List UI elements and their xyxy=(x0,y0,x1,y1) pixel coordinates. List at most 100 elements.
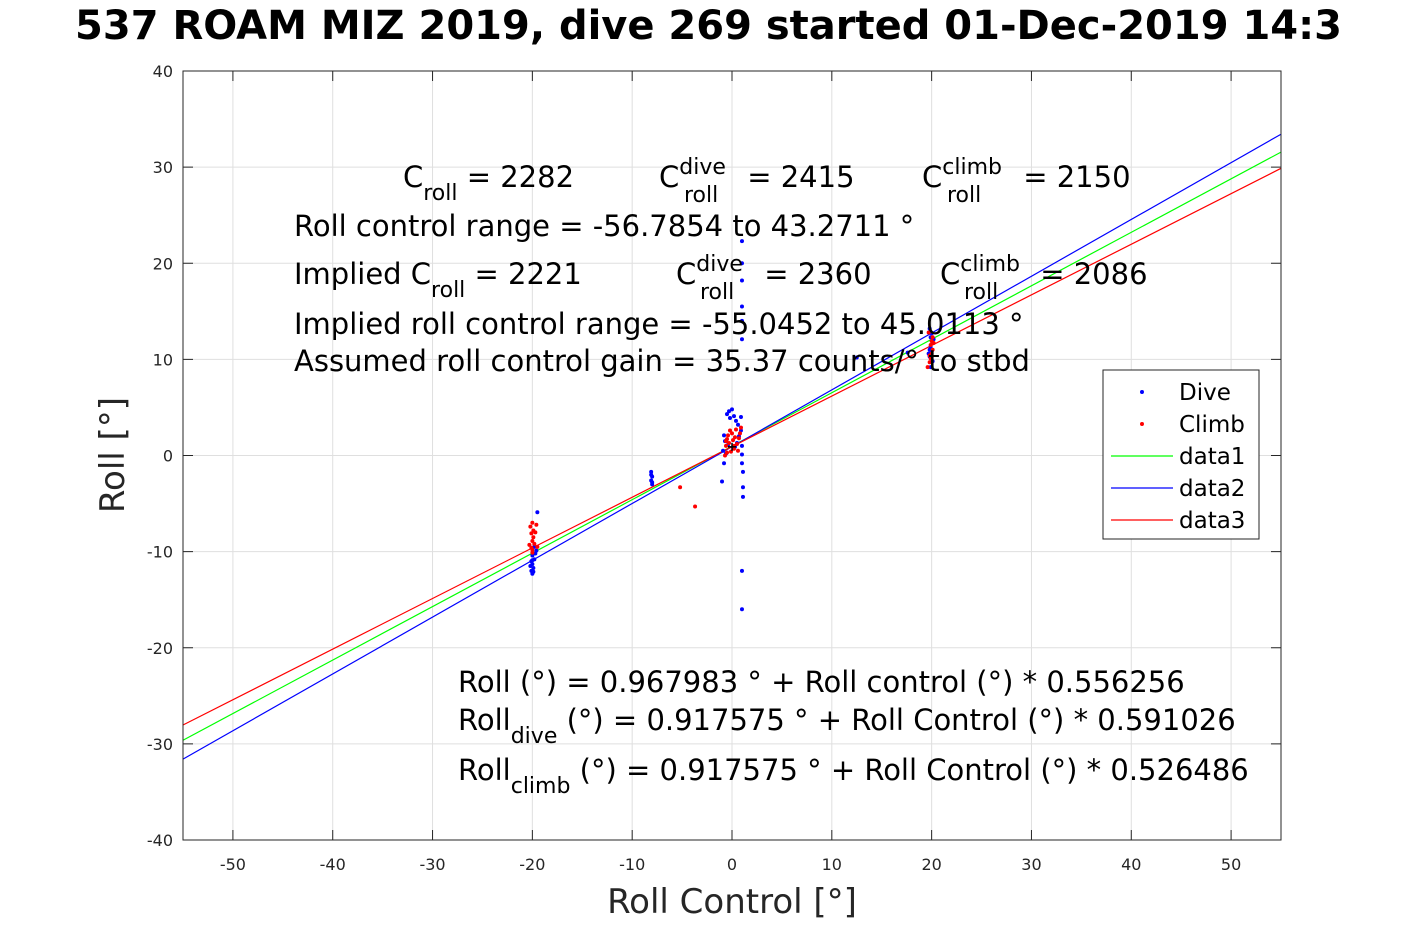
dive-point xyxy=(731,414,736,419)
dive-point xyxy=(927,347,932,352)
annotation-implied-c-dive: Cdive roll = 2360 xyxy=(676,252,872,305)
dive-point xyxy=(927,326,932,331)
eq-dive-pre: Roll xyxy=(458,703,511,737)
implied-c-roll-value: = 2221 xyxy=(465,257,582,291)
dive-point xyxy=(730,407,734,412)
dive-point xyxy=(740,469,745,474)
x-tick-label: 40 xyxy=(1121,855,1141,874)
dive-point xyxy=(720,479,725,484)
dive-point xyxy=(739,461,744,466)
climb-point xyxy=(730,438,735,443)
dive-point xyxy=(721,448,726,453)
climb-point xyxy=(724,443,729,448)
dive-point xyxy=(531,569,536,574)
implied-c-dive-sub: roll xyxy=(700,280,734,305)
x-tick-label: 0 xyxy=(727,855,737,874)
dive-point xyxy=(739,318,744,323)
c-climb-sup: climb xyxy=(942,155,1002,180)
implied-c-dive-sup: dive xyxy=(696,252,743,277)
climb-point xyxy=(535,544,540,549)
dive-point xyxy=(739,607,744,612)
dive-point xyxy=(735,422,740,427)
climb-point xyxy=(530,547,535,552)
chart-title: 537 ROAM MIZ 2019, dive 269 started 01-D… xyxy=(75,3,1342,49)
climb-point xyxy=(733,427,738,432)
implied-c-climb-sup: climb xyxy=(960,252,1020,277)
c-dive-sub: roll xyxy=(684,183,718,208)
c-roll-base: C xyxy=(403,160,423,194)
dive-point xyxy=(739,452,744,457)
dive-point xyxy=(733,418,738,423)
dive-point xyxy=(727,409,732,414)
climb-point xyxy=(927,353,932,358)
dive-point xyxy=(740,485,745,490)
x-tick-label: -50 xyxy=(220,855,246,874)
y-tick-label: 40 xyxy=(153,62,173,81)
climb-point xyxy=(534,522,539,527)
annotation-implied-c-climb: Cclimb roll = 2086 xyxy=(940,252,1148,305)
implied-c-roll-base: Implied C xyxy=(294,257,431,291)
climb-point xyxy=(724,439,729,444)
c-dive-base: C xyxy=(659,160,679,194)
climb-point xyxy=(678,485,683,490)
dive-point xyxy=(722,461,727,466)
climb-point xyxy=(930,347,935,352)
legend-label-data1: data1 xyxy=(1179,444,1245,470)
eq-climb-post: (°) = 0.917575 ° + Roll Control (°) * 0.… xyxy=(570,753,1248,787)
eq-dive-post: (°) = 0.917575 ° + Roll Control (°) * 0.… xyxy=(557,703,1235,737)
dive-point xyxy=(739,304,744,309)
x-tick-label: 10 xyxy=(822,855,842,874)
x-tick-label: 50 xyxy=(1221,855,1241,874)
climb-point xyxy=(735,448,740,453)
legend-label-dive: Dive xyxy=(1179,380,1231,406)
c-climb-sub: roll xyxy=(947,183,981,208)
dive-point xyxy=(739,278,744,283)
implied-c-dive-base: C xyxy=(676,257,696,291)
c-dive-value: = 2415 xyxy=(738,160,855,194)
implied-c-climb-value: = 2086 xyxy=(1031,257,1148,291)
climb-point xyxy=(731,446,736,451)
implied-c-climb-sub: roll xyxy=(964,280,998,305)
climb-point xyxy=(532,541,537,546)
annotation-c-climb: Cclimb roll = 2150 xyxy=(922,155,1131,208)
climb-point xyxy=(527,542,532,547)
legend-label-climb: Climb xyxy=(1179,412,1245,438)
climb-point xyxy=(736,436,741,441)
dive-point xyxy=(650,480,655,485)
dive-point xyxy=(739,337,744,342)
eq-dive-sub: dive xyxy=(511,724,558,749)
climb-point xyxy=(530,550,535,555)
eq-climb-sub: climb xyxy=(511,774,571,799)
x-tick-label: 30 xyxy=(1021,855,1041,874)
annotation-equation-dive: Rolldive (°) = 0.917575 ° + Roll Control… xyxy=(458,703,1236,749)
climb-point xyxy=(931,341,936,346)
y-tick-label: -30 xyxy=(147,735,173,754)
dive-point xyxy=(739,261,744,266)
annotation-c-roll: Croll = 2282 xyxy=(403,160,574,206)
dive-point xyxy=(531,565,536,570)
climb-point xyxy=(530,520,535,525)
climb-point xyxy=(927,360,932,365)
climb-point xyxy=(730,431,734,436)
c-climb-base: C xyxy=(922,160,942,194)
x-tick-label: -10 xyxy=(619,855,645,874)
annotation-implied-c-roll: Implied Croll = 2221 xyxy=(294,257,582,303)
climb-point xyxy=(737,431,742,436)
dive-point xyxy=(740,494,745,499)
legend-box xyxy=(1102,369,1260,540)
legend-label-data2: data2 xyxy=(1179,476,1245,502)
annotation-c-dive: Cdive roll = 2415 xyxy=(659,155,855,208)
climb-point xyxy=(925,365,930,370)
legend-marker-dive xyxy=(1140,390,1144,394)
climb-point xyxy=(738,425,743,430)
dive-point xyxy=(649,469,654,474)
climb-point xyxy=(928,342,933,347)
climb-point xyxy=(926,330,931,335)
climb-point xyxy=(734,441,739,446)
climb-point xyxy=(726,433,731,438)
annotation-implied-range: Implied roll control range = -55.0452 to… xyxy=(294,307,1024,341)
dive-point xyxy=(530,558,535,563)
implied-c-roll-sub: roll xyxy=(431,278,465,303)
scatter-points xyxy=(527,239,936,612)
dive-point xyxy=(738,415,743,420)
